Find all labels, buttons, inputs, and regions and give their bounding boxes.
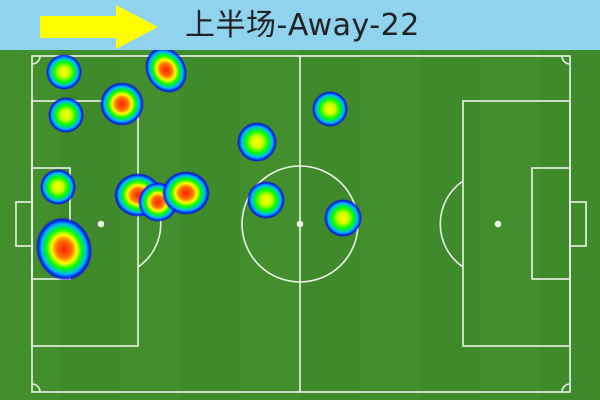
pitch-svg — [0, 50, 600, 400]
heat-spot — [237, 122, 277, 162]
heat-spot — [162, 171, 210, 215]
soccer-pitch — [0, 50, 600, 400]
heat-spot — [100, 82, 144, 126]
right-goal — [569, 201, 587, 247]
heat-spot — [247, 181, 285, 219]
corner-arc-br — [561, 383, 571, 393]
heat-spot — [144, 50, 188, 94]
heatmap-layer — [35, 50, 362, 281]
heat-spot — [312, 91, 348, 127]
corner-arc-tr — [561, 55, 571, 65]
corner-arc-tl — [31, 55, 41, 65]
heat-spot — [48, 97, 84, 133]
center-spot — [296, 220, 304, 228]
left-penalty-spot — [97, 220, 105, 228]
right-arrow-icon — [40, 5, 158, 49]
page-title: 上半场-Away-22 — [185, 8, 420, 43]
left-goal — [15, 201, 33, 247]
heat-spot — [35, 217, 93, 281]
heat-spot — [40, 169, 76, 205]
right-penalty-arc — [439, 180, 464, 268]
right-penalty-spot — [494, 220, 502, 228]
header-bar: 上半场-Away-22 — [0, 0, 600, 50]
pitch-lines — [15, 55, 587, 393]
corner-arc-bl — [31, 383, 41, 393]
heat-spot — [324, 199, 362, 237]
heat-spot — [46, 54, 82, 90]
